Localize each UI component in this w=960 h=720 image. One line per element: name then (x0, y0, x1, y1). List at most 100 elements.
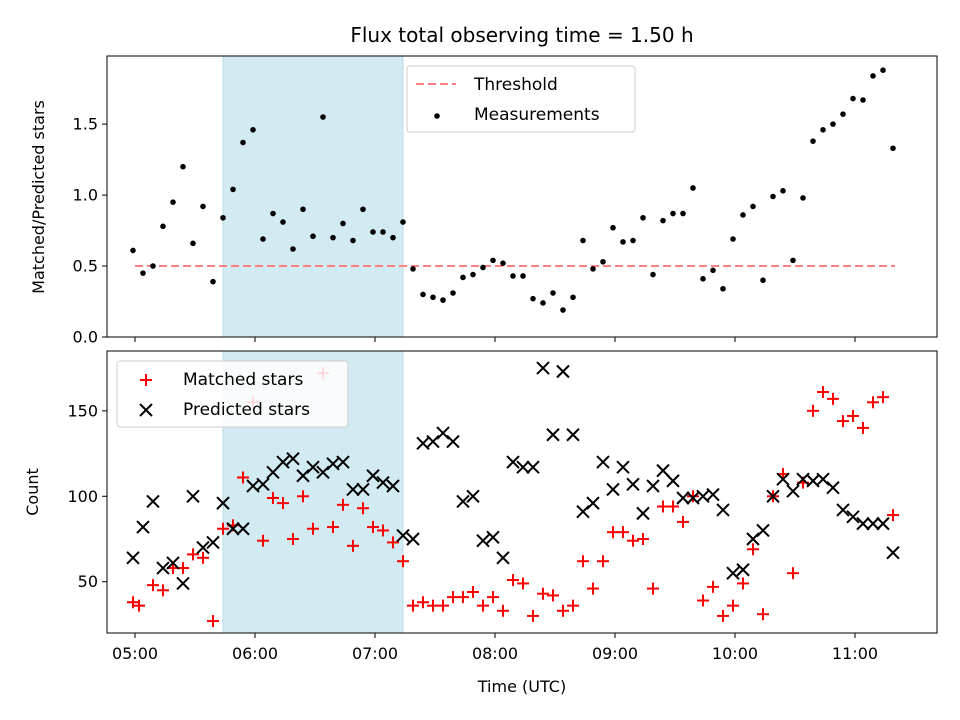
measurement-point (130, 247, 136, 254)
matched-star-point (727, 599, 739, 612)
measurement-point (810, 138, 816, 144)
predicted-star-point (626, 477, 640, 492)
matched-star-point (597, 555, 609, 568)
predicted-star-point (256, 477, 270, 492)
predicted-star-point (236, 522, 250, 536)
x-tick-label: 06:00 (232, 644, 278, 663)
bottom-y-tick-label: 100 (67, 487, 98, 506)
measurement-point (710, 267, 716, 274)
predicted-star-point (366, 469, 380, 483)
matched-star-point (687, 490, 699, 503)
predicted-star-point (676, 491, 690, 505)
measurement-point (180, 163, 186, 170)
measurement-point (600, 258, 606, 265)
matched-star-point (367, 521, 379, 534)
matched-star-point (877, 391, 889, 404)
matched-star-point (133, 599, 145, 612)
measurement-point (200, 203, 206, 210)
predicted-star-point (346, 482, 360, 497)
matched-star-point (327, 521, 339, 534)
predicted-star-point (446, 434, 460, 449)
predicted-star-point (836, 503, 850, 517)
matched-star-point (237, 471, 249, 484)
measurement-point (150, 263, 156, 269)
predicted-star-point (876, 516, 890, 531)
matched-star-point (887, 509, 899, 522)
predicted-star-point (666, 474, 680, 488)
predicted-star-point (656, 463, 670, 478)
matched-star-point (357, 502, 369, 515)
matched-star-point (857, 421, 869, 434)
predicted-star-point (886, 545, 900, 560)
measurement-point (700, 276, 706, 282)
measurement-point (640, 214, 646, 221)
measurement-point (450, 290, 456, 296)
predicted-star-point (646, 479, 660, 493)
predicted-star-point (426, 434, 440, 449)
measurement-point (610, 224, 616, 231)
measurement-point (630, 237, 636, 244)
x-axis-label: Time (UTC) (477, 677, 566, 696)
measurement-point (860, 97, 866, 103)
measurement-point (140, 270, 146, 276)
predicted-star-point (386, 479, 400, 493)
predicted-star-point (786, 484, 800, 498)
predicted-legend-swatch (139, 403, 153, 417)
matched-star-point (527, 609, 539, 622)
predicted-star-point (356, 482, 370, 497)
matched-star-point (537, 587, 549, 600)
measurement-point (530, 295, 536, 302)
measurement-point (190, 240, 196, 247)
measurement-point (170, 199, 176, 205)
measurements-legend-swatch (434, 113, 440, 119)
matched-star-point (147, 579, 159, 592)
measurement-point (540, 300, 546, 306)
measurement-point (470, 271, 476, 278)
measurement-point (730, 236, 736, 242)
measurement-point (570, 294, 576, 301)
matched-legend-label: Matched stars (183, 370, 303, 390)
chart-title: Flux total observing time = 1.50 h (350, 23, 693, 47)
measurement-point (500, 260, 506, 267)
predicted-star-point (306, 460, 320, 474)
matched-star-point (377, 524, 389, 537)
measurement-point (210, 278, 216, 285)
measurement-point (870, 73, 876, 79)
matched-star-point (787, 567, 799, 580)
predicted-star-point (716, 503, 730, 517)
measurement-point (510, 273, 516, 279)
measurement-point (820, 126, 826, 133)
top-legend: Threshold Measurements (406, 65, 636, 133)
predicted-star-point (736, 563, 750, 577)
predicted-star-point (816, 472, 830, 486)
measurement-point (310, 233, 316, 240)
matched-star-point (507, 574, 519, 587)
predicted-star-point (856, 516, 870, 531)
predicted-star-point (376, 475, 390, 490)
predicted-star-point (216, 496, 230, 510)
top-legend-box (406, 65, 636, 133)
predicted-star-point (576, 504, 590, 519)
measurement-point (330, 234, 336, 241)
measurement-point (780, 188, 786, 194)
matched-star-point (717, 609, 729, 622)
predicted-star-point (186, 489, 200, 503)
predicted-star-point (776, 472, 790, 486)
measurement-point (650, 271, 656, 278)
predicted-star-point (866, 516, 880, 531)
predicted-star-point (506, 455, 520, 469)
top-panel: 0.0 0.5 1.0 1.5 Matched/Predicted stars Thr… (29, 55, 938, 347)
matched-star-point (867, 396, 879, 409)
predicted-star-point (286, 451, 300, 466)
predicted-star-point (146, 494, 160, 509)
top-y-axis-label: Matched/Predicted stars (29, 100, 48, 294)
measurement-point (430, 294, 436, 301)
measurement-point (320, 114, 326, 120)
matched-star-point (397, 555, 409, 568)
matched-star-point (567, 599, 579, 612)
matched-star-point (587, 582, 599, 595)
top-y-tick-label: 0.5 (73, 257, 98, 276)
measurement-point (400, 219, 406, 225)
measurements-legend-label: Measurements (474, 105, 600, 125)
predicted-star-point (276, 455, 290, 469)
